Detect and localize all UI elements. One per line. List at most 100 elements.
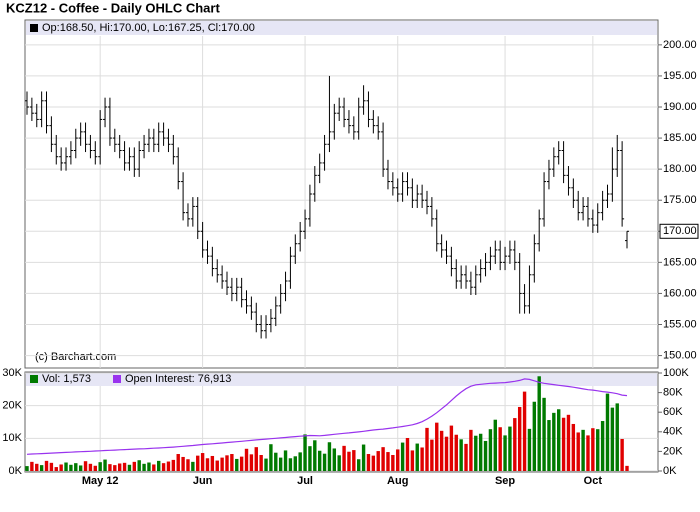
ohlc-bar <box>366 91 371 128</box>
ohlc-bar <box>181 172 186 221</box>
volume-bar <box>542 397 546 471</box>
volume-bar <box>430 439 434 471</box>
volume-bar <box>459 439 463 471</box>
ohlc-bar <box>317 153 322 184</box>
legend-swatch <box>113 375 121 383</box>
volume-bar <box>420 447 424 471</box>
y-tick-label: 155.00 <box>663 318 697 330</box>
volume-bar <box>200 453 205 471</box>
volume-bar <box>288 458 293 471</box>
ohlc-bar <box>220 265 225 289</box>
grid <box>25 36 658 472</box>
ohlc-bar <box>449 246 454 277</box>
ohlc-bar <box>493 240 498 264</box>
volume-bar <box>357 459 361 471</box>
volume-bar <box>332 448 337 471</box>
volume-bar <box>147 462 151 471</box>
volume-bar <box>464 443 468 471</box>
ohlc-bar <box>361 85 366 115</box>
ohlc-bar <box>146 128 151 153</box>
y-tick-label: 185.00 <box>663 132 697 144</box>
ohlc-bar <box>444 240 449 264</box>
volume-bar <box>581 429 585 471</box>
volume-bar <box>396 449 400 471</box>
volume-bar <box>25 466 29 471</box>
ohlc-bar <box>64 147 69 171</box>
ohlc-bar <box>410 178 415 208</box>
ohlc-bar <box>112 128 117 153</box>
ohlc-bar <box>390 172 395 196</box>
y2-tick-label: 80K <box>663 387 683 399</box>
volume-bar <box>83 461 88 471</box>
ohlc-bar <box>590 209 595 233</box>
volume-bar <box>381 447 385 471</box>
volume-bar <box>366 454 371 471</box>
volume-bar <box>259 454 263 471</box>
volume-bar <box>44 460 49 471</box>
ohlc-bar <box>127 147 132 171</box>
volume-bar <box>108 464 112 471</box>
ohlc-bar <box>488 246 493 271</box>
volume-bar <box>522 391 527 471</box>
ohlc-bar <box>298 221 303 252</box>
volume-bar <box>113 465 117 471</box>
ohlc-bar <box>605 184 610 208</box>
volume-bar <box>547 420 551 471</box>
volume-bar <box>313 440 317 471</box>
volume-bar <box>64 462 68 471</box>
info-text: Op:168.50, Hi:170.00, Lo:167.25, Cl:170.… <box>42 22 255 34</box>
volume-bar <box>264 458 268 471</box>
ohlc-bar <box>49 116 54 153</box>
ohlc-bar <box>615 134 620 177</box>
ohlc-bar <box>312 166 317 202</box>
last-close-label: 170.00 <box>663 225 697 237</box>
volume-bar <box>220 457 224 471</box>
ohlc-bar <box>249 296 254 320</box>
ohlc-bar <box>581 197 586 221</box>
ohlc-bar <box>34 103 39 128</box>
volume-bar <box>35 463 39 471</box>
ohlc-bar <box>498 240 503 271</box>
last-close-box <box>659 223 699 239</box>
volume-bar <box>469 429 473 471</box>
legend-label: Vol: 1,573 <box>42 373 91 385</box>
volume-bar <box>308 446 312 471</box>
ohlc-bar <box>195 197 200 240</box>
ohlc-bar <box>59 147 64 171</box>
ohlc-bar <box>288 246 293 289</box>
volume-bar <box>386 452 390 471</box>
ohlc-bar <box>532 234 537 283</box>
volume-bar <box>410 450 415 471</box>
ohlc-bar <box>137 141 142 177</box>
ohlc-bar <box>425 190 429 215</box>
volume-bar <box>205 458 210 471</box>
ohlc-bar <box>507 240 512 264</box>
volume-bar <box>571 423 576 471</box>
x-tick-label: Jul <box>297 475 313 487</box>
ohlc-bar <box>503 246 508 271</box>
ohlc-bar <box>464 265 469 289</box>
ohlc-bar <box>327 75 332 153</box>
ohlc-bar <box>200 221 205 258</box>
ohlc-bar <box>98 110 103 165</box>
volume-bar <box>74 463 78 471</box>
ohlc-bar <box>234 277 239 302</box>
volume-bar <box>552 412 556 471</box>
volume-bar <box>586 435 590 471</box>
volume-bar <box>157 460 161 471</box>
volume-bar <box>254 447 258 471</box>
x-tick-label: May 12 <box>82 475 119 487</box>
ohlc-bar <box>483 253 488 277</box>
ohlc-bar <box>371 110 376 134</box>
ohlc-bar <box>346 110 351 134</box>
volume-bar <box>600 421 605 471</box>
volume-bar <box>225 455 229 471</box>
ohlc-bar <box>395 178 400 202</box>
volume-bar <box>166 461 171 471</box>
copyright: (c) Barchart.com <box>35 351 116 363</box>
ohlc-bar <box>103 97 108 128</box>
y2-tick-label: 60K <box>663 406 683 418</box>
ohlc-bar <box>259 315 264 339</box>
ohlc-bar <box>107 97 112 146</box>
volume-bar <box>30 461 34 471</box>
